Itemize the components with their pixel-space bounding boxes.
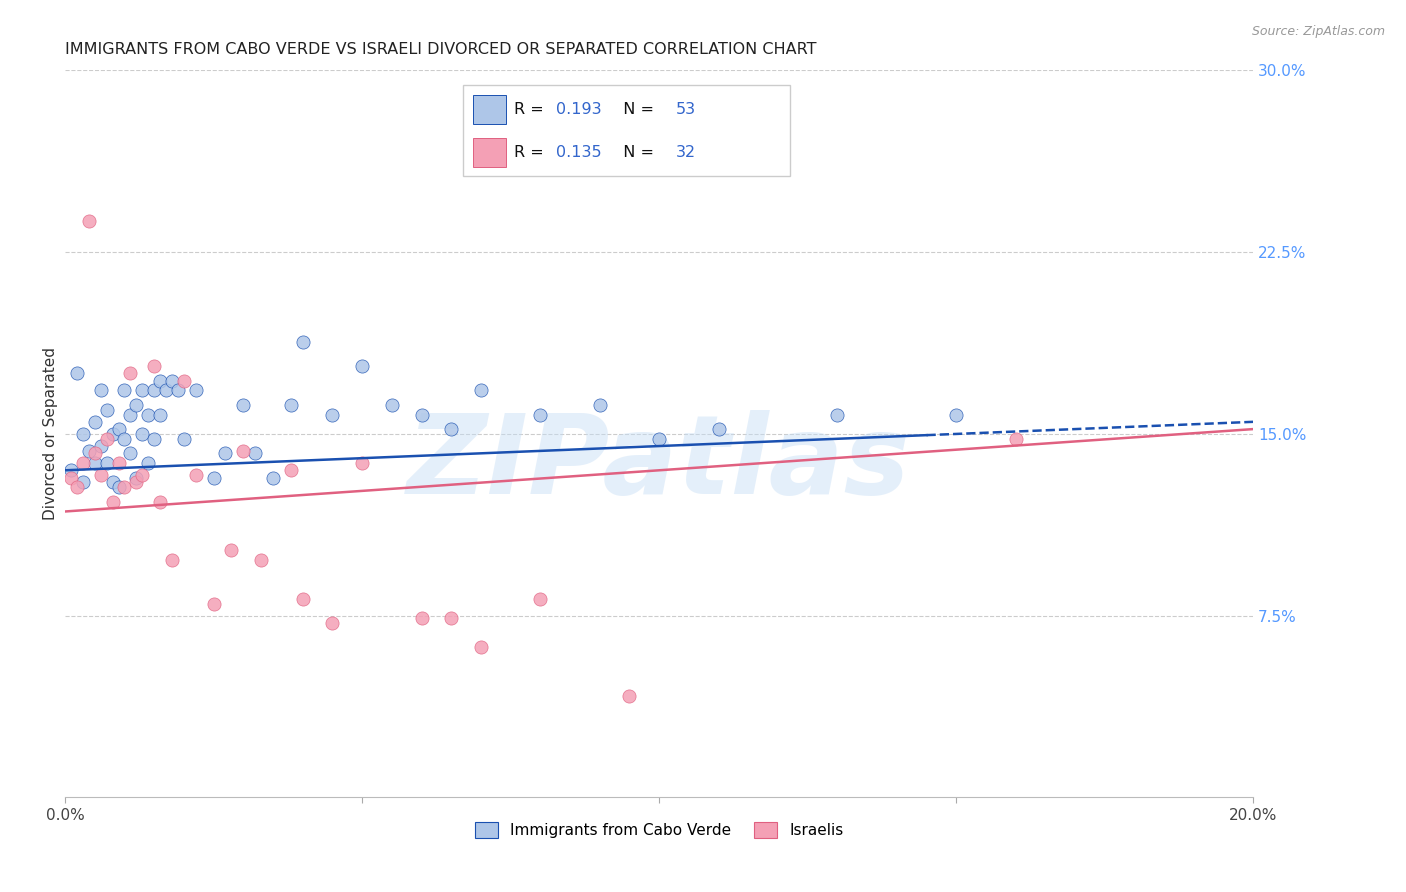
Point — [184, 468, 207, 483]
Point — [90, 468, 112, 483]
Point — [411, 408, 433, 422]
Point — [136, 408, 159, 422]
Point — [173, 432, 195, 446]
Point — [77, 213, 100, 227]
Point — [83, 415, 105, 429]
Point — [107, 480, 129, 494]
Point — [77, 443, 100, 458]
Point — [202, 597, 225, 611]
Point — [131, 384, 153, 398]
Point — [66, 480, 89, 494]
Point — [143, 384, 166, 398]
Point — [529, 591, 551, 606]
Point — [120, 408, 142, 422]
Point — [96, 402, 118, 417]
Point — [83, 446, 105, 460]
Point — [707, 422, 730, 436]
Point — [619, 689, 641, 703]
Point — [352, 456, 374, 470]
Text: Source: ZipAtlas.com: Source: ZipAtlas.com — [1251, 25, 1385, 38]
Point — [72, 456, 94, 470]
Point — [131, 426, 153, 441]
Point — [280, 463, 302, 477]
Point — [90, 439, 112, 453]
Point — [250, 553, 273, 567]
Point — [589, 398, 612, 412]
Legend: Immigrants from Cabo Verde, Israelis: Immigrants from Cabo Verde, Israelis — [468, 816, 849, 845]
Point — [114, 480, 136, 494]
Point — [101, 495, 124, 509]
Point — [101, 426, 124, 441]
Point — [321, 408, 343, 422]
Text: IMMIGRANTS FROM CABO VERDE VS ISRAELI DIVORCED OR SEPARATED CORRELATION CHART: IMMIGRANTS FROM CABO VERDE VS ISRAELI DI… — [65, 42, 817, 57]
Point — [90, 384, 112, 398]
Point — [114, 432, 136, 446]
Point — [60, 463, 83, 477]
Point — [262, 470, 284, 484]
Point — [120, 446, 142, 460]
Point — [221, 543, 243, 558]
Point — [72, 475, 94, 490]
Point — [131, 468, 153, 483]
Point — [648, 432, 671, 446]
Point — [114, 384, 136, 398]
Point — [945, 408, 967, 422]
Point — [96, 456, 118, 470]
Point — [411, 611, 433, 625]
Point — [470, 640, 492, 655]
Point — [107, 456, 129, 470]
Point — [1004, 432, 1026, 446]
Point — [291, 334, 314, 349]
Point — [60, 470, 83, 484]
Point — [214, 446, 236, 460]
Point — [321, 615, 343, 630]
Point — [202, 470, 225, 484]
Point — [125, 470, 148, 484]
Point — [107, 422, 129, 436]
Point — [83, 456, 105, 470]
Point — [173, 374, 195, 388]
Point — [381, 398, 404, 412]
Point — [440, 422, 463, 436]
Point — [232, 443, 254, 458]
Point — [125, 475, 148, 490]
Point — [149, 374, 172, 388]
Point — [280, 398, 302, 412]
Point — [470, 384, 492, 398]
Point — [149, 408, 172, 422]
Point — [291, 591, 314, 606]
Point — [243, 446, 266, 460]
Point — [155, 384, 177, 398]
Y-axis label: Divorced or Separated: Divorced or Separated — [44, 348, 58, 520]
Point — [827, 408, 849, 422]
Point — [232, 398, 254, 412]
Point — [120, 367, 142, 381]
Point — [125, 398, 148, 412]
Point — [149, 495, 172, 509]
Point — [184, 384, 207, 398]
Point — [66, 367, 89, 381]
Point — [352, 359, 374, 373]
Point — [167, 384, 190, 398]
Point — [529, 408, 551, 422]
Point — [143, 432, 166, 446]
Point — [72, 426, 94, 441]
Point — [160, 374, 183, 388]
Text: ZIPatlas: ZIPatlas — [408, 409, 911, 516]
Point — [440, 611, 463, 625]
Point — [96, 432, 118, 446]
Point — [160, 553, 183, 567]
Point — [101, 475, 124, 490]
Point — [136, 456, 159, 470]
Point — [143, 359, 166, 373]
